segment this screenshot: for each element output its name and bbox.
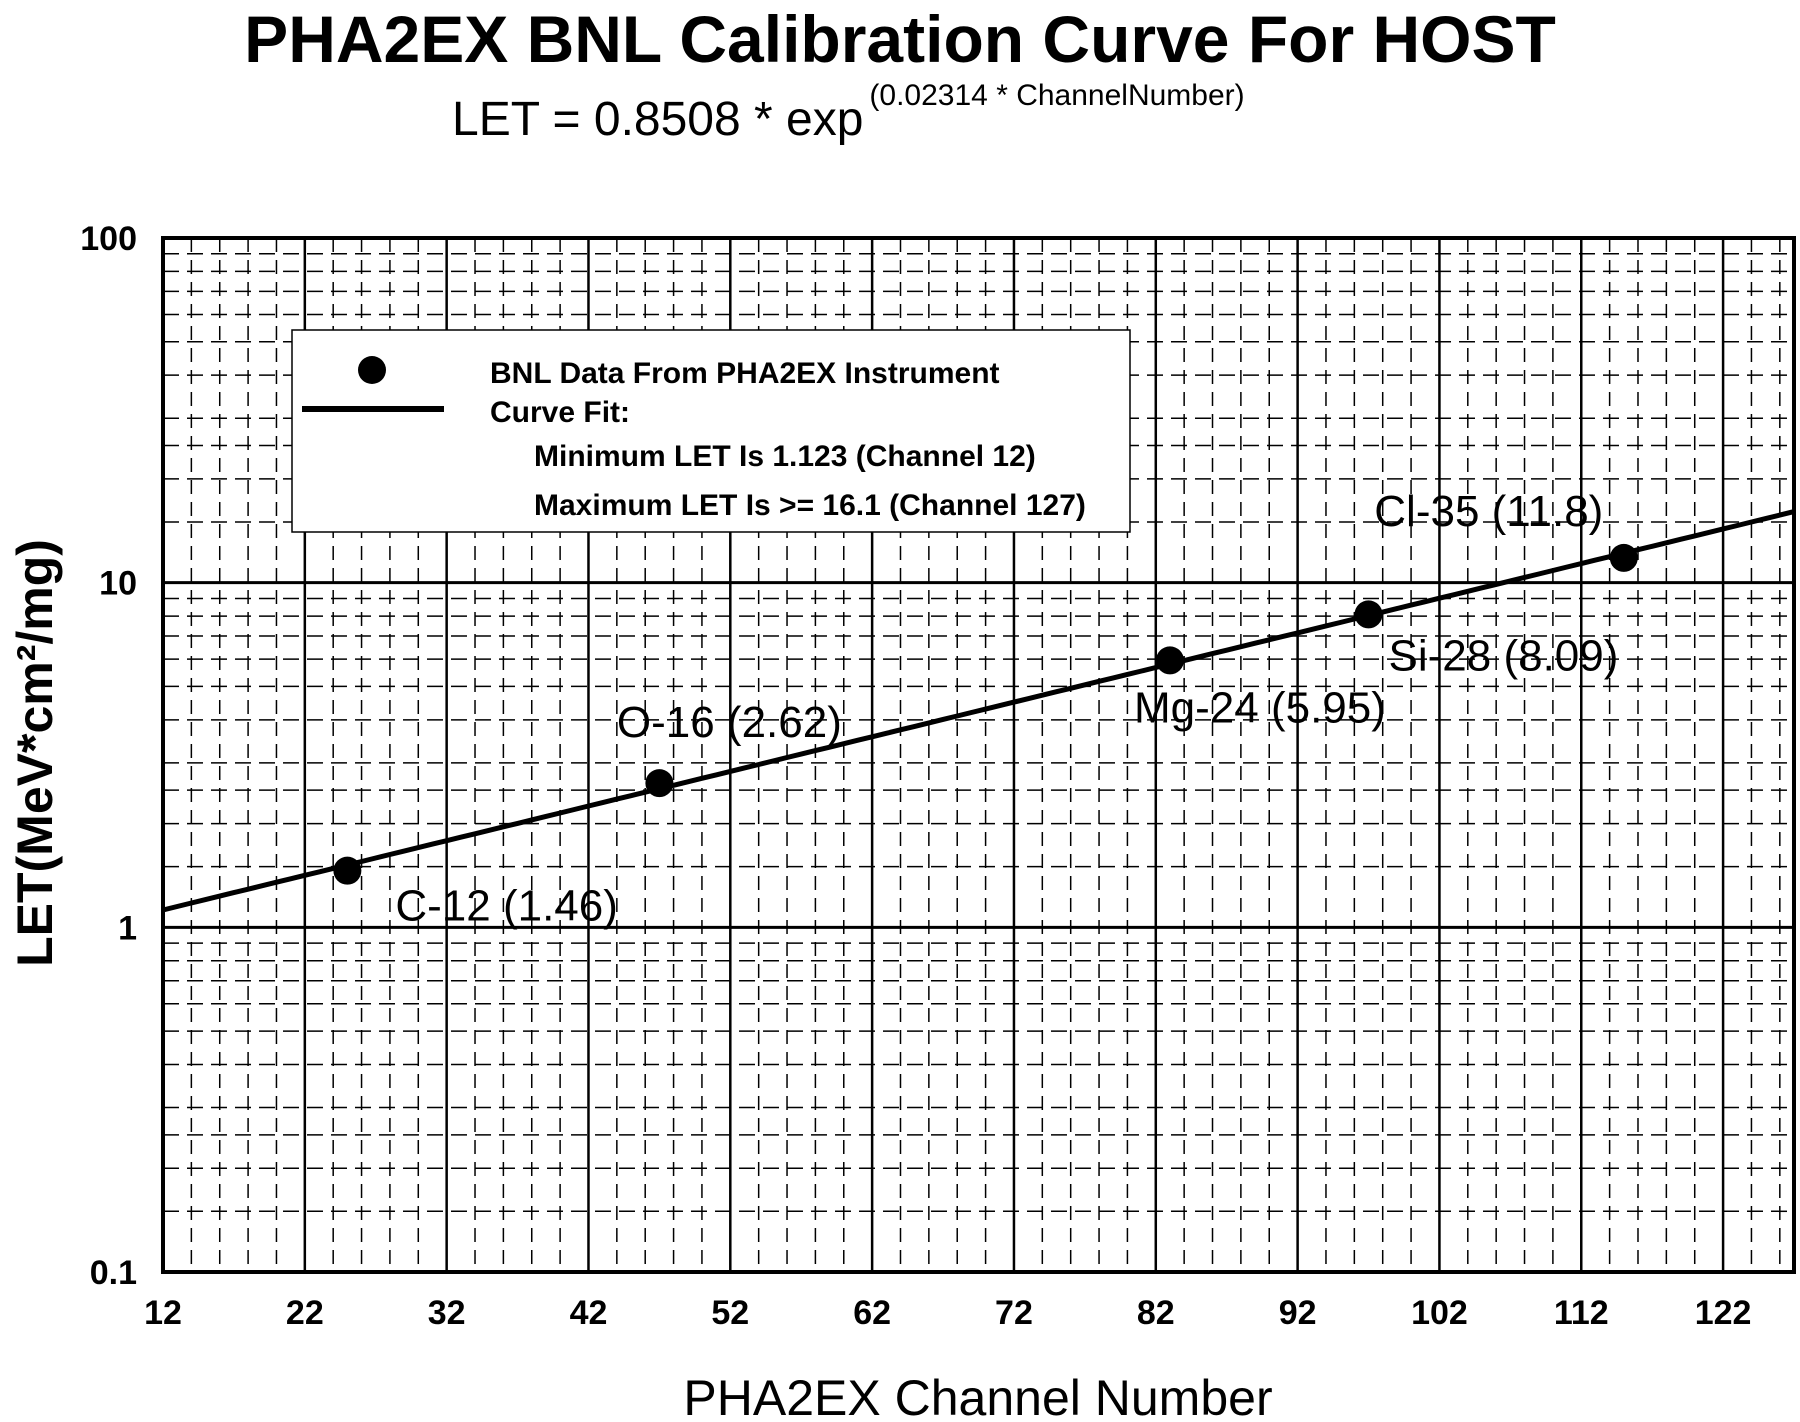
y-tick-label: 0.1 [90, 1254, 137, 1292]
axis-frame [161, 236, 1796, 1274]
data-point-label: Mg-24 (5.95) [1134, 683, 1386, 732]
y-tick-label: 100 [80, 220, 137, 258]
chart-title: PHA2EX BNL Calibration Curve For HOST [244, 2, 1556, 76]
legend-entry-min-let: Minimum LET Is 1.123 (Channel 12) [534, 440, 1036, 473]
x-tick-label: 102 [1411, 1294, 1468, 1332]
x-tick-label: 62 [853, 1294, 891, 1332]
x-tick-label: 52 [711, 1294, 749, 1332]
legend-marker-points [358, 356, 386, 384]
x-tick-label: 82 [1137, 1294, 1175, 1332]
data-point-label: Si-28 (8.09) [1389, 631, 1619, 680]
legend-entry-data: BNL Data From PHA2EX Instrument [490, 357, 1000, 390]
x-tick-label: 22 [286, 1294, 324, 1332]
x-axis-label: PHA2EX Channel Number [683, 1370, 1272, 1422]
data-points-layer [333, 543, 1638, 885]
data-point [333, 856, 362, 885]
data-point-label: O-16 (2.62) [617, 698, 842, 747]
point-labels-layer: C-12 (1.46) O-16 (2.62) Mg-24 (5.95)Si-28 … [395, 487, 1618, 931]
y-tick-label: 10 [99, 565, 137, 603]
chart-subtitle: LET = 0.8508 * exp (0.02314 * ChannelNumb… [452, 79, 1245, 146]
x-tick-label: 72 [995, 1294, 1033, 1332]
data-point [1354, 600, 1383, 629]
y-axis-label: LET(MeV*cm²/mg) [7, 539, 63, 967]
data-point-label: Cl-35 (11.8) [1374, 487, 1603, 536]
subtitle-exponent: (0.02314 * ChannelNumber) [869, 79, 1244, 112]
data-point [645, 769, 674, 798]
data-point [1155, 646, 1184, 675]
x-tick-label: 32 [428, 1294, 466, 1332]
x-tick-label: 122 [1695, 1294, 1752, 1332]
tick-labels: 12 22 32 42 52 62 72 82 92 102 112 122 0.1 1 10 100 [80, 220, 1751, 1332]
fit-curve-line [162, 509, 1795, 913]
legend-entry-curve-fit: Curve Fit: [490, 396, 630, 429]
data-point [1609, 543, 1638, 572]
x-tick-label: 92 [1279, 1294, 1317, 1332]
y-tick-label: 1 [118, 909, 137, 947]
x-tick-label: 112 [1554, 1294, 1609, 1332]
data-point-label: C-12 (1.46) [395, 882, 618, 931]
legend-box [291, 329, 1131, 533]
fit-curve-layer [162, 509, 1795, 913]
legend-entry-max-let: Maximum LET Is >= 16.1 (Channel 127) [534, 489, 1086, 522]
plot-border [161, 236, 1796, 1274]
subtitle-formula: LET = 0.8508 * exp [452, 93, 863, 146]
chart-legend: BNL Data From PHA2EX Instrument Curve Fi… [291, 329, 1131, 533]
x-tick-label: 12 [144, 1294, 182, 1332]
x-tick-label: 42 [570, 1294, 608, 1332]
